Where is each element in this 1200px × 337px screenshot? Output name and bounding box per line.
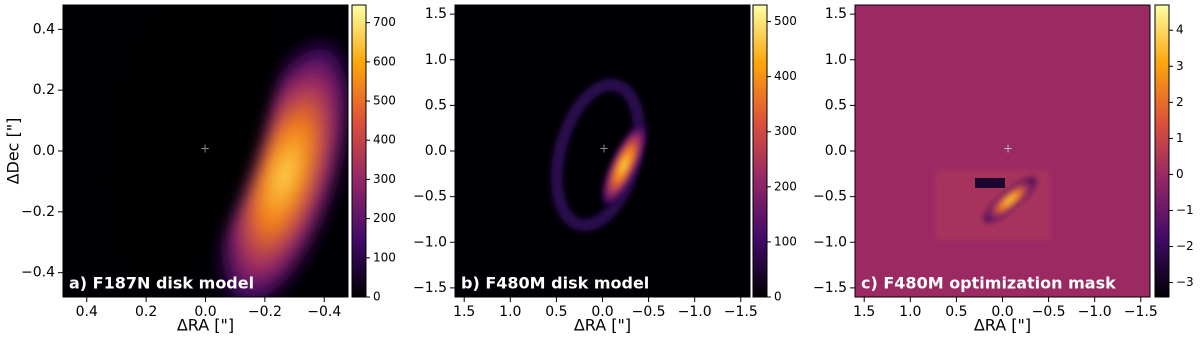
colorbar-tick-label: 300: [373, 172, 396, 186]
y-tick-label: −1.0: [813, 234, 847, 250]
colorbar-tick-label: 100: [373, 250, 396, 264]
x-tick-label: 0.4: [76, 304, 98, 320]
panel-title: b) F480M disk model: [461, 274, 649, 293]
colorbar-tick-label: 200: [774, 179, 797, 193]
x-axis-label: ΔRA ["]: [177, 316, 234, 335]
colorbar: [1154, 4, 1170, 298]
colorbar-tick-label: 300: [774, 124, 797, 138]
x-tick-label: 0.5: [945, 304, 967, 320]
x-tick-label: 1.5: [453, 304, 475, 320]
x-tick-label: −1.0: [1078, 304, 1112, 320]
y-tick-label: 0.2: [33, 82, 55, 98]
svg-text:+: +: [599, 142, 609, 156]
x-axis-label: ΔRA ["]: [974, 316, 1031, 335]
x-tick-label: −1.5: [724, 304, 758, 320]
y-tick-label: 0.0: [425, 143, 447, 159]
colorbar-tick-label: 100: [774, 234, 797, 248]
x-axis-label: ΔRA ["]: [574, 316, 631, 335]
y-tick-label: 1.5: [825, 6, 847, 22]
colorbar-tick-label: −2: [1176, 239, 1194, 253]
y-tick-label: −0.5: [413, 189, 447, 205]
y-tick-label: −0.5: [813, 189, 847, 205]
x-tick-label: 0.2: [135, 304, 157, 320]
colorbar-tick-label: 4: [1176, 23, 1184, 37]
image-b: +: [455, 5, 750, 297]
x-tick-label: −0.2: [248, 304, 282, 320]
colorbar-tick-label: 600: [373, 54, 396, 68]
colorbar-tick-label: 1: [1176, 131, 1184, 145]
colorbar-tick-label: −1: [1176, 203, 1194, 217]
x-tick-label: 1.0: [499, 304, 521, 320]
x-tick-label: −1.0: [678, 304, 712, 320]
x-tick-label: −0.5: [632, 304, 666, 320]
y-tick-label: 1.0: [825, 52, 847, 68]
colorbar-tick-label: 0: [1176, 167, 1184, 181]
y-tick-label: −1.0: [413, 234, 447, 250]
colorbar: [752, 4, 768, 298]
colorbar-tick-label: −3: [1176, 275, 1194, 289]
panel-title: c) F480M optimization mask: [861, 274, 1116, 293]
svg-text:+: +: [1003, 142, 1013, 156]
colorbar-tick-label: 400: [373, 133, 396, 147]
colorbar-tick-label: 400: [774, 69, 797, 83]
image-a: +: [63, 5, 348, 297]
x-tick-label: 0.0: [591, 304, 613, 320]
colorbar-tick-label: 0: [373, 290, 381, 304]
y-tick-label: 0.0: [33, 143, 55, 159]
y-tick-label: 0.0: [825, 143, 847, 159]
colorbar-tick-label: 500: [774, 14, 797, 28]
x-tick-label: 1.0: [899, 304, 921, 320]
y-tick-label: 0.5: [425, 97, 447, 113]
x-tick-label: 0.0: [991, 304, 1013, 320]
y-tick-label: 0.4: [33, 21, 55, 37]
y-tick-label: −1.5: [813, 280, 847, 296]
svg-text:+: +: [200, 142, 210, 156]
x-tick-label: 0.5: [545, 304, 567, 320]
colorbar-tick-label: 3: [1176, 59, 1184, 73]
y-tick-label: 0.5: [825, 97, 847, 113]
x-tick-label: −1.5: [1124, 304, 1158, 320]
x-tick-label: −0.5: [1032, 304, 1066, 320]
y-axis-label: ΔDec ["]: [4, 118, 23, 185]
panel-title: a) F187N disk model: [69, 274, 254, 293]
colorbar-tick-label: 0: [774, 290, 782, 304]
colorbar-tick-label: 2: [1176, 95, 1184, 109]
x-tick-label: 1.5: [853, 304, 875, 320]
image-c: +: [855, 5, 1150, 297]
y-tick-label: −0.2: [21, 204, 55, 220]
y-tick-label: −1.5: [413, 280, 447, 296]
y-tick-label: −0.4: [21, 265, 55, 281]
colorbar-tick-label: 700: [373, 15, 396, 29]
colorbar-tick-label: 200: [373, 211, 396, 225]
colorbar: [351, 4, 367, 298]
x-tick-label: 0.0: [194, 304, 216, 320]
x-tick-label: −0.4: [307, 304, 341, 320]
colorbar-tick-label: 500: [373, 94, 396, 108]
y-tick-label: 1.0: [425, 52, 447, 68]
y-tick-label: 1.5: [425, 6, 447, 22]
